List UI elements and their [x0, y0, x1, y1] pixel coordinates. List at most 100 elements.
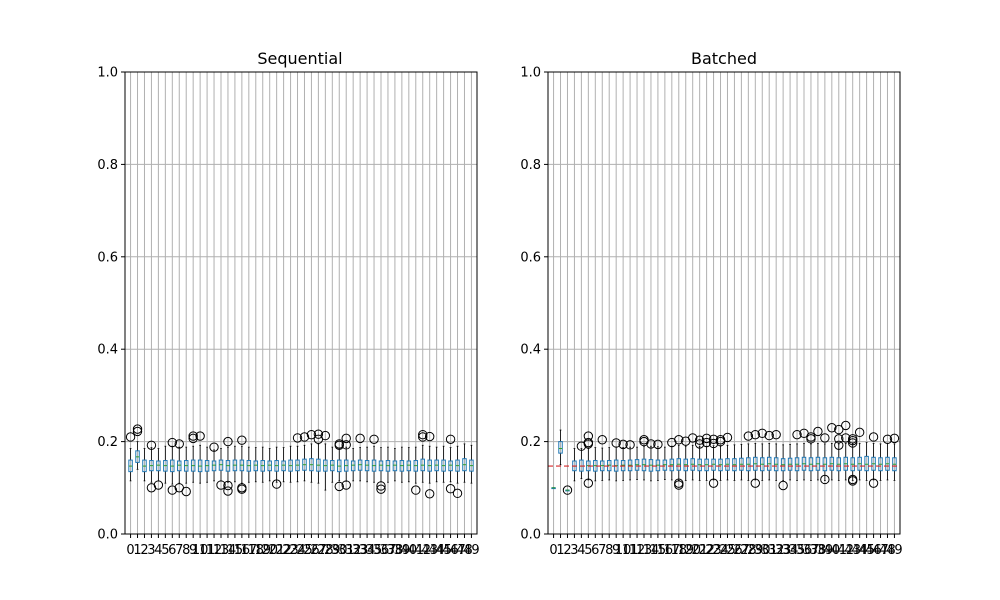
outlier-point	[376, 481, 386, 491]
outlier-point	[237, 435, 247, 445]
batched-box-26	[732, 444, 737, 481]
batched-box-2	[562, 485, 573, 495]
batched-x-tick-label: 15	[650, 543, 667, 558]
batched-x-tick-label: 38	[810, 543, 827, 558]
sequential-x-tick-label: 16	[234, 543, 251, 558]
batched-box-33	[778, 444, 788, 491]
batched-box-1	[558, 429, 563, 466]
sequential-x-tick-label: 14	[220, 543, 237, 558]
sequential-x-tick-label: 31	[338, 543, 355, 558]
batched-x-tick-label: 2	[563, 543, 571, 558]
sequential-box-9	[188, 431, 198, 483]
batched-x-tick-label: 49	[886, 543, 903, 558]
sequential-box-35	[369, 434, 379, 483]
outlier-point	[306, 429, 317, 440]
batched-box-21	[694, 435, 705, 481]
outlier-point	[611, 438, 621, 448]
batched-box-24	[715, 435, 726, 481]
outlier-point	[882, 434, 893, 444]
batched-box-22	[701, 433, 712, 481]
batched-title: Batched	[691, 49, 757, 68]
sequential-box-41	[411, 446, 421, 495]
batched-box-43	[847, 434, 858, 486]
outlier-point	[834, 434, 844, 444]
outlier-point	[639, 435, 649, 445]
batched-box-39	[820, 433, 830, 485]
outlier-point	[834, 424, 844, 435]
batched-y-tick-label: 0.4	[520, 343, 541, 358]
box-iqr	[406, 460, 412, 472]
batched-x-tick-label: 17	[664, 543, 681, 558]
sequential-box-28	[320, 430, 331, 491]
sequential-box-13	[216, 448, 226, 490]
outlier-point	[313, 429, 324, 439]
outlier-point	[334, 481, 344, 492]
outlier-point	[820, 433, 830, 443]
batched-box-15	[653, 439, 663, 481]
sequential-x-tick-label: 44	[428, 543, 445, 558]
batched-x-tick-label: 11	[622, 543, 639, 558]
box-iqr	[156, 460, 161, 472]
batched-box-18	[674, 435, 684, 490]
batched-x-tick-label: 13	[636, 543, 653, 558]
sequential-box-29	[330, 446, 335, 483]
sequential-x-tick-label: 26	[303, 543, 320, 558]
sequential-y-axis: 0.0 0.2 0.4 0.6 0.8 1.0	[97, 66, 125, 543]
sequential-x-tick-label: 47	[449, 543, 466, 558]
sequential-box-17	[246, 446, 252, 483]
batched-box-46	[868, 432, 879, 488]
sequential-x-axis: 0123456789101112131415161718192021222324…	[126, 534, 480, 558]
sequential-box-42	[418, 429, 428, 483]
batched-box-47	[878, 443, 883, 481]
outlier-point	[445, 484, 456, 494]
batched-box-37	[806, 432, 816, 481]
batched-x-tick-label: 35	[789, 543, 806, 558]
batched-x-tick-label: 0	[549, 543, 557, 558]
batched-x-tick-label: 16	[657, 543, 674, 558]
outlier-point	[847, 434, 858, 444]
sequential-y-tick-label: 0.2	[97, 435, 118, 450]
box-iqr	[281, 460, 286, 472]
batched-x-tick-label: 40	[824, 543, 841, 558]
sequential-y-tick-label: 1.0	[97, 66, 118, 81]
outlier-point	[445, 434, 456, 444]
outlier-point	[646, 439, 656, 449]
outlier-point	[625, 440, 635, 450]
batched-box-31	[764, 430, 774, 481]
sequential-box-23	[288, 445, 293, 483]
batched-box-23	[708, 434, 719, 488]
box-iqr	[177, 460, 182, 472]
batched-box-13	[639, 435, 649, 481]
sequential-title: Sequential	[257, 49, 342, 68]
sequential-x-tick-label: 40	[401, 543, 418, 558]
sequential-box-11	[204, 446, 210, 483]
outlier-point	[562, 485, 573, 495]
outlier-point	[223, 436, 233, 447]
outlier-point	[424, 489, 435, 499]
outlier-point	[778, 480, 788, 491]
batched-x-tick-label: 23	[705, 543, 722, 558]
sequential-box-31	[341, 433, 351, 490]
sequential-box-15	[232, 445, 238, 483]
sequential-x-tick-label: 2	[140, 543, 148, 558]
batched-box-12	[634, 446, 640, 480]
batched-x-tick-label: 20	[684, 543, 701, 558]
box-iqr	[864, 455, 869, 472]
box-iqr	[350, 460, 356, 472]
batched-x-axis: 0123456789101112131415161718192021222324…	[549, 534, 903, 558]
outlier-point	[653, 439, 663, 450]
outlier-point	[743, 431, 754, 441]
outlier-point	[167, 485, 178, 495]
outlier-point	[583, 478, 594, 488]
outlier-point	[125, 432, 136, 442]
sequential-box-22	[281, 447, 286, 483]
batched-x-tick-label: 25	[719, 543, 736, 558]
batched-box-0	[551, 487, 556, 490]
outlier-point	[237, 483, 247, 493]
sequential-box-1	[132, 424, 143, 470]
outlier-point	[299, 432, 310, 442]
sequential-box-39	[399, 446, 405, 483]
outlier-point	[418, 429, 428, 440]
sequential-box-30	[334, 439, 344, 492]
batched-box-28	[743, 431, 754, 481]
